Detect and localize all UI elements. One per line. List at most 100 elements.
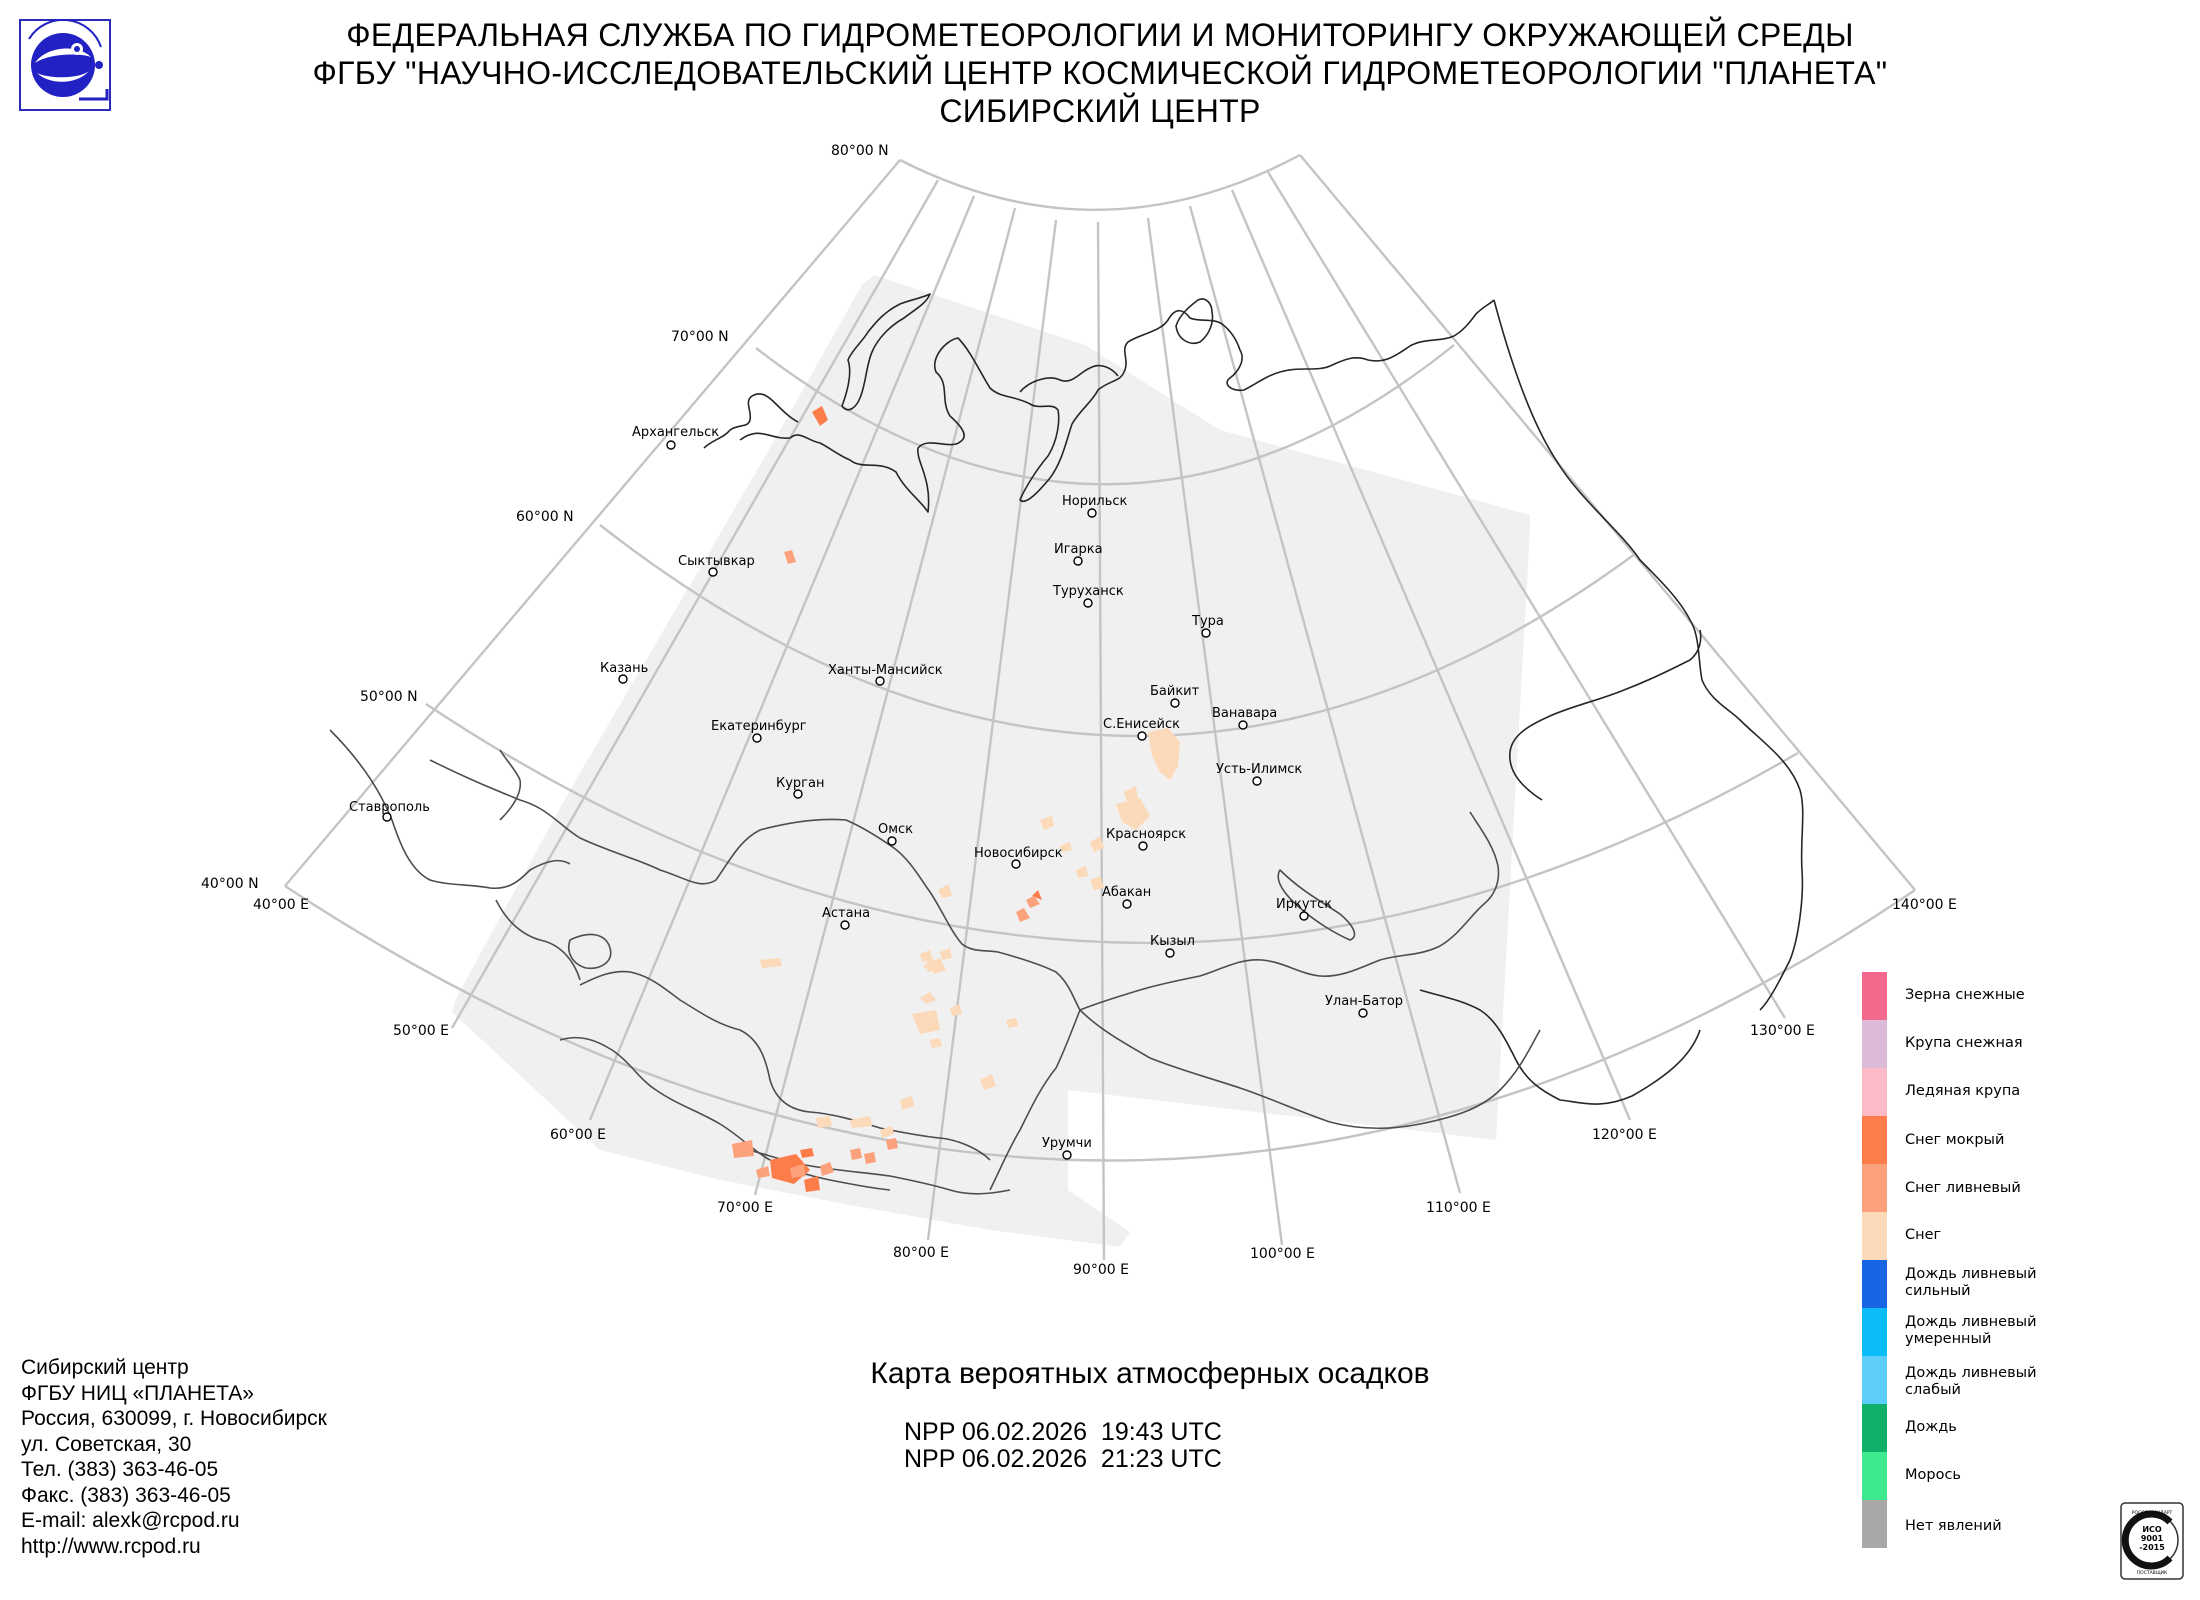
city-label: Ставрополь [349,800,430,815]
lat-label-70n: 70°00 N [671,329,729,345]
city-label: Усть-Илимск [1216,762,1302,777]
precip-snow [1040,816,1054,830]
city-label: Абакан [1102,885,1151,900]
precip-snow [816,1116,832,1128]
city-marker-ulaanbaatar [1358,1008,1368,1018]
meridian-90e [1096,221,1106,1261]
city-label: Урумчи [1042,1136,1092,1151]
parallel-60n [599,524,1636,738]
precip-snow [1076,866,1088,878]
precip-shower-snow [850,1148,862,1160]
precip-shower-snow [732,1140,754,1158]
precip-snow [760,958,782,968]
lon-label-100e: 100°00 E [1250,1246,1315,1262]
legend-swatch [1862,1356,1887,1404]
lon-label-130e: 130°00 E [1750,1023,1815,1039]
precip-shower-snow [790,1164,806,1178]
pacific-coast [1493,299,1804,1011]
city-label: Архангельск [632,425,719,440]
meridian-40e [284,159,901,887]
meridian-100e [1146,217,1284,1246]
precip-wet-snow [800,1148,814,1158]
legend-swatch [1862,1020,1887,1068]
satellite-pass-2: NPP 06.02.2026 21:23 UTC [904,1445,1222,1473]
legend-swatch [1862,1260,1887,1308]
legend-swatch [1862,1404,1887,1452]
legend-swatch [1862,972,1887,1020]
central-asia-borders [559,1036,891,1191]
lon-label-80e: 80°00 E [893,1245,949,1261]
city-labels: Архангельск Сыктывкар Казань Ставрополь … [349,425,1403,1151]
lon-label-50e: 50°00 E [393,1023,449,1039]
precip-snow [950,1004,962,1016]
novaya-zemlya [841,293,931,411]
kazakhstan-south-border [579,970,991,1161]
precip-snow [900,1096,914,1110]
city-label: Красноярск [1106,827,1186,842]
precip-snow [930,958,946,974]
precip-shower-snow [886,1138,898,1150]
lon-label-140e: 140°00 E [1892,897,1957,913]
legend-label: Дождь ливневый умеренный [1905,1314,2037,1347]
city-label: Казань [600,661,648,676]
taymyr-coast [1019,364,1119,393]
legend-label: Снег мокрый [1905,1132,2005,1148]
city-marker-stavropol [382,812,392,822]
precip-areas [732,406,1180,1192]
precip-snow [850,1116,872,1128]
precip-snow [1060,842,1072,852]
precip-snow [1116,798,1150,830]
legend-swatch [1862,1308,1887,1356]
city-marker-s-yeniseysk [1137,731,1147,741]
iso-text-bottom: ПОСТАВЩИК [2137,1570,2168,1576]
city-marker-syktyvkar [708,567,718,577]
legend-label: Зерна снежные [1905,987,2025,1003]
city-label: Астана [822,906,870,921]
meridian-130e [1266,171,1787,1019]
city-marker-irkutsk [1299,911,1309,921]
city-marker-baikit [1170,698,1180,708]
satellite-pass-1: NPP 06.02.2026 19:43 UTC [904,1418,1222,1446]
meridian-120e [1230,189,1632,1121]
precip-shower-snow [756,1166,770,1178]
city-marker-astana [840,920,850,930]
amur-coast [1419,989,1701,1105]
city-marker-kurgan [793,789,803,799]
city-label: Игарка [1054,542,1103,557]
meridian-60e [588,195,976,1121]
city-marker-novosibirsk [1011,859,1021,869]
lon-label-120e: 120°00 E [1592,1127,1657,1143]
city-label: Норильск [1062,494,1128,509]
contact-email[interactable]: E-mail: alexk@rcpod.ru [21,1509,240,1532]
precip-snow [938,884,952,898]
city-marker-urumqi [1062,1150,1072,1160]
precip-wet-snow [804,1176,820,1192]
east-arctic-coast [1279,299,1495,373]
city-marker-abakan [1122,899,1132,909]
precip-wet-snow [1032,890,1042,900]
russia-kazakhstan-border [429,759,1081,1011]
city-marker-turukhansk [1083,598,1093,608]
precip-snow [912,1010,940,1034]
precip-snow [1148,728,1180,780]
city-marker-khanty-mansiysk [875,676,885,686]
parallel-50n [425,703,1799,945]
legend-swatch [1862,1164,1887,1212]
lake-baikal [1277,869,1356,941]
contact-website[interactable]: http://www.rcpod.ru [21,1534,201,1558]
city-label: Туруханск [1052,584,1124,599]
mongolia-china-border [989,1009,1541,1191]
contact-line: Тел. (383) 363-46-05 [21,1458,219,1481]
graticule-labels: 80°00 N 70°00 N 60°00 N 50°00 N 40°00 N … [201,143,1957,1278]
city-label: Иркутск [1276,897,1332,912]
legend-swatch [1862,1500,1887,1548]
precip-shower-snow [1016,908,1030,922]
city-label: Тура [1191,614,1224,629]
precip-wet-snow [812,406,828,426]
contact-line: Факс. (383) 363-46-05 [21,1483,231,1507]
planeta-logo-icon [19,19,111,111]
caspian-coast [495,749,581,981]
legend-label: Снег [1905,1227,1942,1243]
city-label: Курган [776,776,824,791]
